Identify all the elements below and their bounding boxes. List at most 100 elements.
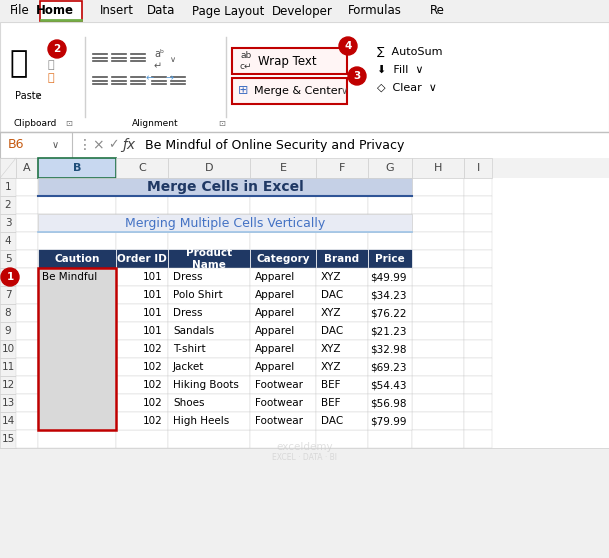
Bar [116, 286, 168, 304]
Bar [38, 178, 116, 196]
Bar [412, 376, 464, 394]
Text: EXCEL · DATA · BI: EXCEL · DATA · BI [272, 453, 337, 461]
Bar [368, 196, 412, 214]
Text: 1: 1 [5, 182, 12, 192]
Bar [116, 340, 168, 358]
Text: 13: 13 [1, 398, 15, 408]
Text: 1: 1 [6, 272, 13, 282]
Bar [368, 412, 412, 430]
Bar [250, 304, 316, 322]
Bar [38, 358, 116, 376]
Bar [316, 286, 368, 304]
Bar [0, 376, 16, 394]
Bar [16, 232, 38, 250]
Bar [116, 304, 168, 322]
Bar [250, 430, 316, 448]
Bar [368, 178, 412, 196]
Text: $21.23: $21.23 [370, 326, 407, 336]
Circle shape [339, 37, 357, 55]
Text: 2: 2 [54, 44, 61, 54]
Text: 101: 101 [143, 272, 163, 282]
Bar [116, 412, 168, 430]
Bar [412, 304, 464, 322]
Bar [464, 214, 492, 232]
Text: ⊞: ⊞ [238, 84, 248, 98]
Text: 5: 5 [5, 254, 12, 264]
Bar [316, 322, 368, 340]
Bar [368, 286, 412, 304]
Bar [250, 340, 316, 358]
Text: XYZ: XYZ [321, 362, 342, 372]
Bar [412, 340, 464, 358]
Bar [368, 232, 412, 250]
Text: Page Layout: Page Layout [192, 4, 264, 17]
Bar [316, 268, 368, 286]
Text: ∨: ∨ [170, 55, 176, 65]
Text: Re: Re [430, 4, 445, 17]
Text: ∨: ∨ [341, 86, 348, 96]
Bar [38, 394, 116, 412]
Bar [116, 358, 168, 376]
Bar [412, 214, 464, 232]
Bar [116, 268, 168, 286]
Text: Caution: Caution [54, 254, 100, 264]
Bar [368, 268, 412, 286]
Bar [464, 158, 492, 178]
Bar [16, 430, 38, 448]
Bar [116, 340, 168, 358]
Bar [116, 286, 168, 304]
Text: G: G [385, 163, 394, 173]
Text: I: I [476, 163, 480, 173]
Bar [316, 158, 368, 178]
Text: Shoes: Shoes [173, 398, 205, 408]
Bar [368, 158, 412, 178]
Bar [316, 196, 368, 214]
Bar [0, 250, 16, 268]
Bar [368, 340, 412, 358]
Text: 4: 4 [5, 236, 12, 246]
Text: Apparel: Apparel [255, 344, 295, 354]
Text: XYZ: XYZ [321, 272, 342, 282]
Bar [38, 322, 116, 340]
Text: Dress: Dress [173, 308, 203, 318]
Text: ƒx: ƒx [122, 138, 135, 152]
Bar [464, 412, 492, 430]
Bar [316, 394, 368, 412]
Text: DAC: DAC [321, 416, 343, 426]
Bar [168, 340, 250, 358]
Text: BEF: BEF [321, 398, 340, 408]
Bar [250, 322, 316, 340]
Bar [116, 376, 168, 394]
Bar [412, 412, 464, 430]
Text: BEF: BEF [321, 380, 340, 390]
Text: Paste: Paste [15, 91, 41, 101]
Bar [368, 358, 412, 376]
Text: $32.98: $32.98 [370, 344, 407, 354]
Text: Be Mindful: Be Mindful [42, 272, 97, 282]
Bar [16, 158, 38, 178]
Bar [368, 394, 412, 412]
Text: Brand: Brand [325, 254, 359, 264]
Bar [116, 358, 168, 376]
Bar [0, 158, 609, 448]
Bar [16, 196, 38, 214]
Bar [368, 430, 412, 448]
Text: Merge Cells in Excel: Merge Cells in Excel [147, 180, 303, 194]
Bar [316, 430, 368, 448]
Bar [368, 249, 412, 268]
Bar [368, 376, 412, 394]
Bar [412, 268, 464, 286]
Bar [0, 412, 16, 430]
Text: ∨: ∨ [52, 140, 59, 150]
Bar [168, 322, 250, 340]
Bar [316, 394, 368, 412]
Bar [16, 412, 38, 430]
Bar [0, 158, 609, 178]
Bar [412, 158, 464, 178]
Bar [0, 268, 16, 286]
Bar [168, 304, 250, 322]
Text: F: F [339, 163, 345, 173]
Bar [0, 214, 16, 232]
Text: XYZ: XYZ [321, 344, 342, 354]
Text: 8: 8 [5, 308, 12, 318]
